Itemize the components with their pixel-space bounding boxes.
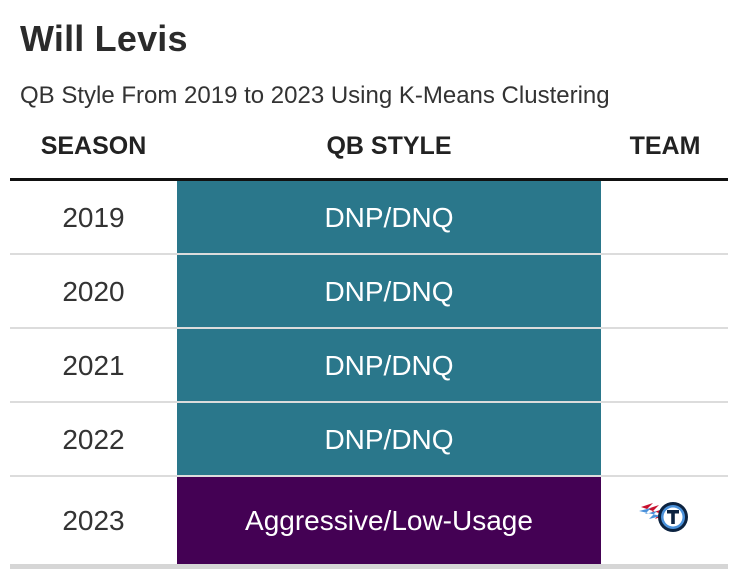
team-cell bbox=[601, 477, 728, 565]
qb-style-cell: DNP/DNQ bbox=[177, 255, 601, 329]
season-cell: 2020 bbox=[62, 276, 125, 307]
column-header-qb-style: QB STYLE bbox=[326, 132, 452, 160]
row-divider bbox=[10, 564, 728, 569]
qb-style-cell: Aggressive/Low-Usage bbox=[177, 477, 601, 565]
row-divider bbox=[10, 327, 728, 329]
column-header-season: SEASON bbox=[40, 132, 147, 160]
column-header-team: TEAM bbox=[629, 132, 701, 160]
table-row: 2022 DNP/DNQ bbox=[10, 403, 728, 477]
season-cell: 2021 bbox=[62, 350, 125, 381]
team-cell bbox=[601, 403, 728, 477]
team-cell bbox=[601, 329, 728, 403]
team-cell bbox=[601, 181, 728, 255]
season-cell: 2019 bbox=[62, 202, 125, 233]
qb-style-cell: DNP/DNQ bbox=[177, 329, 601, 403]
table-row: 2020 DNP/DNQ bbox=[10, 255, 728, 329]
row-divider bbox=[10, 401, 728, 403]
qb-style-cell: DNP/DNQ bbox=[177, 181, 601, 255]
chart-title: Will Levis bbox=[20, 18, 188, 59]
row-divider bbox=[10, 253, 728, 255]
table-row: 2019 DNP/DNQ bbox=[10, 181, 728, 255]
chart-subtitle: QB Style From 2019 to 2023 Using K-Means… bbox=[20, 82, 610, 109]
table-row: 2023 Aggressive/Low-Usage bbox=[10, 477, 728, 569]
header-rule bbox=[10, 178, 728, 181]
season-cell: 2022 bbox=[62, 424, 125, 455]
qb-style-cell: DNP/DNQ bbox=[177, 403, 601, 477]
table-row: 2021 DNP/DNQ bbox=[10, 329, 728, 403]
team-cell bbox=[601, 255, 728, 329]
season-cell: 2023 bbox=[62, 505, 125, 536]
row-divider bbox=[10, 475, 728, 477]
titans-logo-icon bbox=[637, 489, 693, 542]
